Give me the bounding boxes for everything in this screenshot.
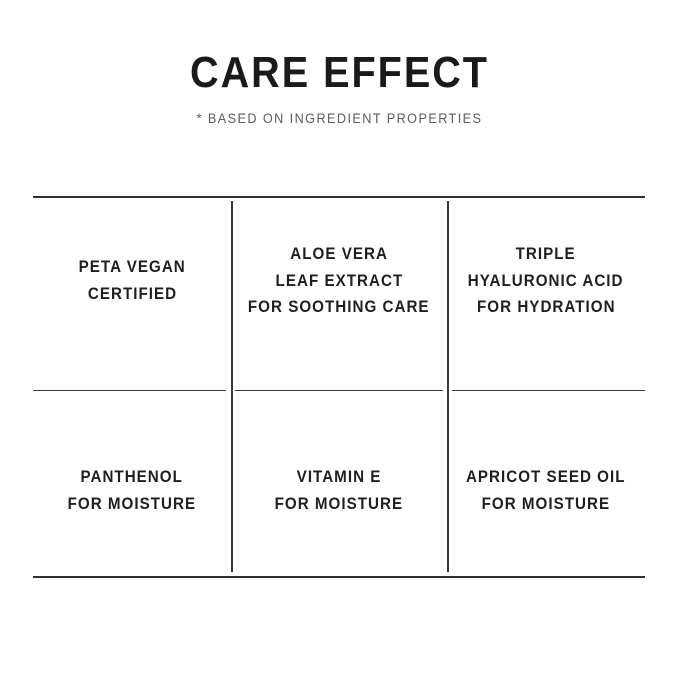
grid-cells: PETA VEGAN CERTIFIED ALOE VERA LEAF EXTR… <box>33 196 645 578</box>
cell-line: CERTIFIED <box>87 285 177 303</box>
grid-border-bottom <box>33 576 645 578</box>
cell-line: VITAMIN E <box>296 468 382 487</box>
grid-divider-horizontal-right <box>452 390 645 391</box>
benefits-grid: PETA VEGAN CERTIFIED ALOE VERA LEAF EXTR… <box>33 196 645 578</box>
grid-cell-triple-hyaluronic-acid: TRIPLE HYALURONIC ACID FOR HYDRATION <box>447 196 645 390</box>
cell-line: FOR MOISTURE <box>274 495 404 513</box>
grid-border-top <box>33 196 645 198</box>
grid-divider-horizontal-center <box>235 390 443 391</box>
cell-line: TRIPLE <box>515 244 577 263</box>
grid-cell-apricot-seed-oil-for-moisture: APRICOT SEED OIL FOR MOISTURE <box>447 390 645 578</box>
page-title: CARE EFFECT <box>190 48 489 97</box>
cell-line: LEAF EXTRACT <box>275 271 403 290</box>
grid-cell-panthenol-for-moisture: PANTHENOL FOR MOISTURE <box>33 390 231 578</box>
cell-line: FOR HYDRATION <box>476 298 616 317</box>
cell-line: PETA VEGAN <box>78 258 186 277</box>
cell-line: APRICOT SEED OIL <box>466 468 626 487</box>
cell-line: FOR MOISTURE <box>481 495 611 513</box>
header: CARE EFFECT * BASED ON INGREDIENT PROPER… <box>0 0 679 127</box>
cell-line: ALOE VERA <box>290 244 388 263</box>
page-subtitle-disclaimer: * BASED ON INGREDIENT PROPERTIES <box>196 111 483 126</box>
grid-cell-vitamin-e-for-moisture: VITAMIN E FOR MOISTURE <box>231 390 447 578</box>
cell-line: PANTHENOL <box>80 468 184 487</box>
cell-line: FOR SOOTHING CARE <box>248 298 430 317</box>
cell-line: HYALURONIC ACID <box>468 271 624 290</box>
cell-line: FOR MOISTURE <box>67 495 197 513</box>
grid-divider-vertical-first <box>231 201 233 572</box>
grid-cell-peta-vegan-certified: PETA VEGAN CERTIFIED <box>33 196 231 390</box>
grid-cell-aloe-vera-leaf-extract: ALOE VERA LEAF EXTRACT FOR SOOTHING CARE <box>231 196 447 390</box>
grid-divider-horizontal-left <box>33 390 226 391</box>
grid-divider-vertical-second <box>447 201 449 572</box>
